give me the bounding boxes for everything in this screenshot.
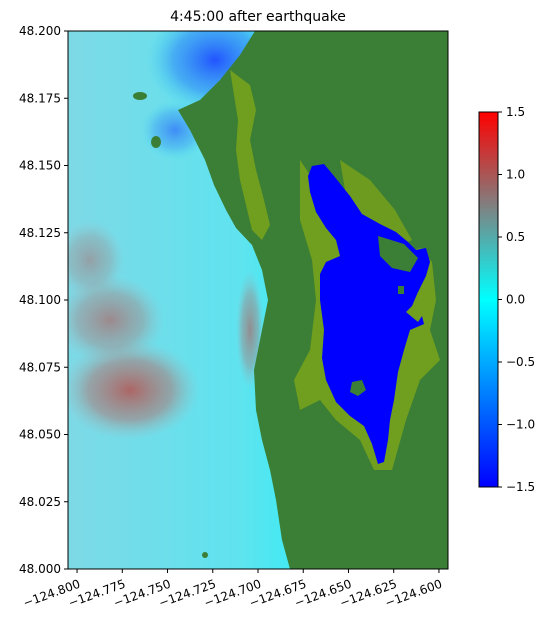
positive-anomaly-patch — [68, 340, 200, 440]
y-tick-label: 48.075 — [19, 360, 61, 374]
chart-title: 4:45:00 after earthquake — [170, 9, 346, 25]
y-tick-label: 48.100 — [19, 293, 61, 307]
y-tick-label: 48.150 — [19, 159, 61, 173]
offshore-rock — [202, 552, 208, 558]
y-tick-label: 48.125 — [19, 226, 61, 240]
colorbar-tick-label: 0.5 — [506, 230, 525, 244]
map-area — [68, 31, 448, 569]
colorbar-tick-label: 0.0 — [506, 293, 525, 307]
positive-anomaly-patch — [68, 220, 125, 300]
y-tick-label: 48.050 — [19, 428, 61, 442]
y-tick-label: 48.025 — [19, 495, 61, 509]
wetland — [340, 160, 412, 250]
y-tick-label: 48.000 — [19, 562, 61, 576]
lake-island — [350, 380, 366, 396]
lake-island — [398, 286, 404, 294]
y-tick-label: 48.175 — [19, 91, 61, 105]
colorbar-tick-label: 1.5 — [506, 105, 525, 119]
x-axis: −124.800−124.775−124.750−124.725−124.700… — [21, 569, 444, 610]
colorbar-tick-label: −1.5 — [506, 480, 535, 494]
colorbar-axis: 1.5 1.0 0.5 0.0 −0.5 −1.0 −1.5 — [498, 105, 535, 494]
colorbar-tick-label: −0.5 — [506, 355, 535, 369]
offshore-rock — [151, 136, 161, 148]
lake — [308, 164, 430, 464]
colorbar-tick-label: 1.0 — [506, 168, 525, 182]
y-axis: 48.000 48.025 48.050 48.075 48.100 48.125 48.1… — [19, 24, 68, 576]
y-tick-label: 48.200 — [19, 24, 61, 38]
colorbar-tick-label: −1.0 — [506, 418, 535, 432]
wetland — [230, 70, 270, 240]
colorbar — [478, 111, 499, 488]
lake-island — [378, 236, 418, 272]
offshore-rock — [133, 92, 147, 100]
